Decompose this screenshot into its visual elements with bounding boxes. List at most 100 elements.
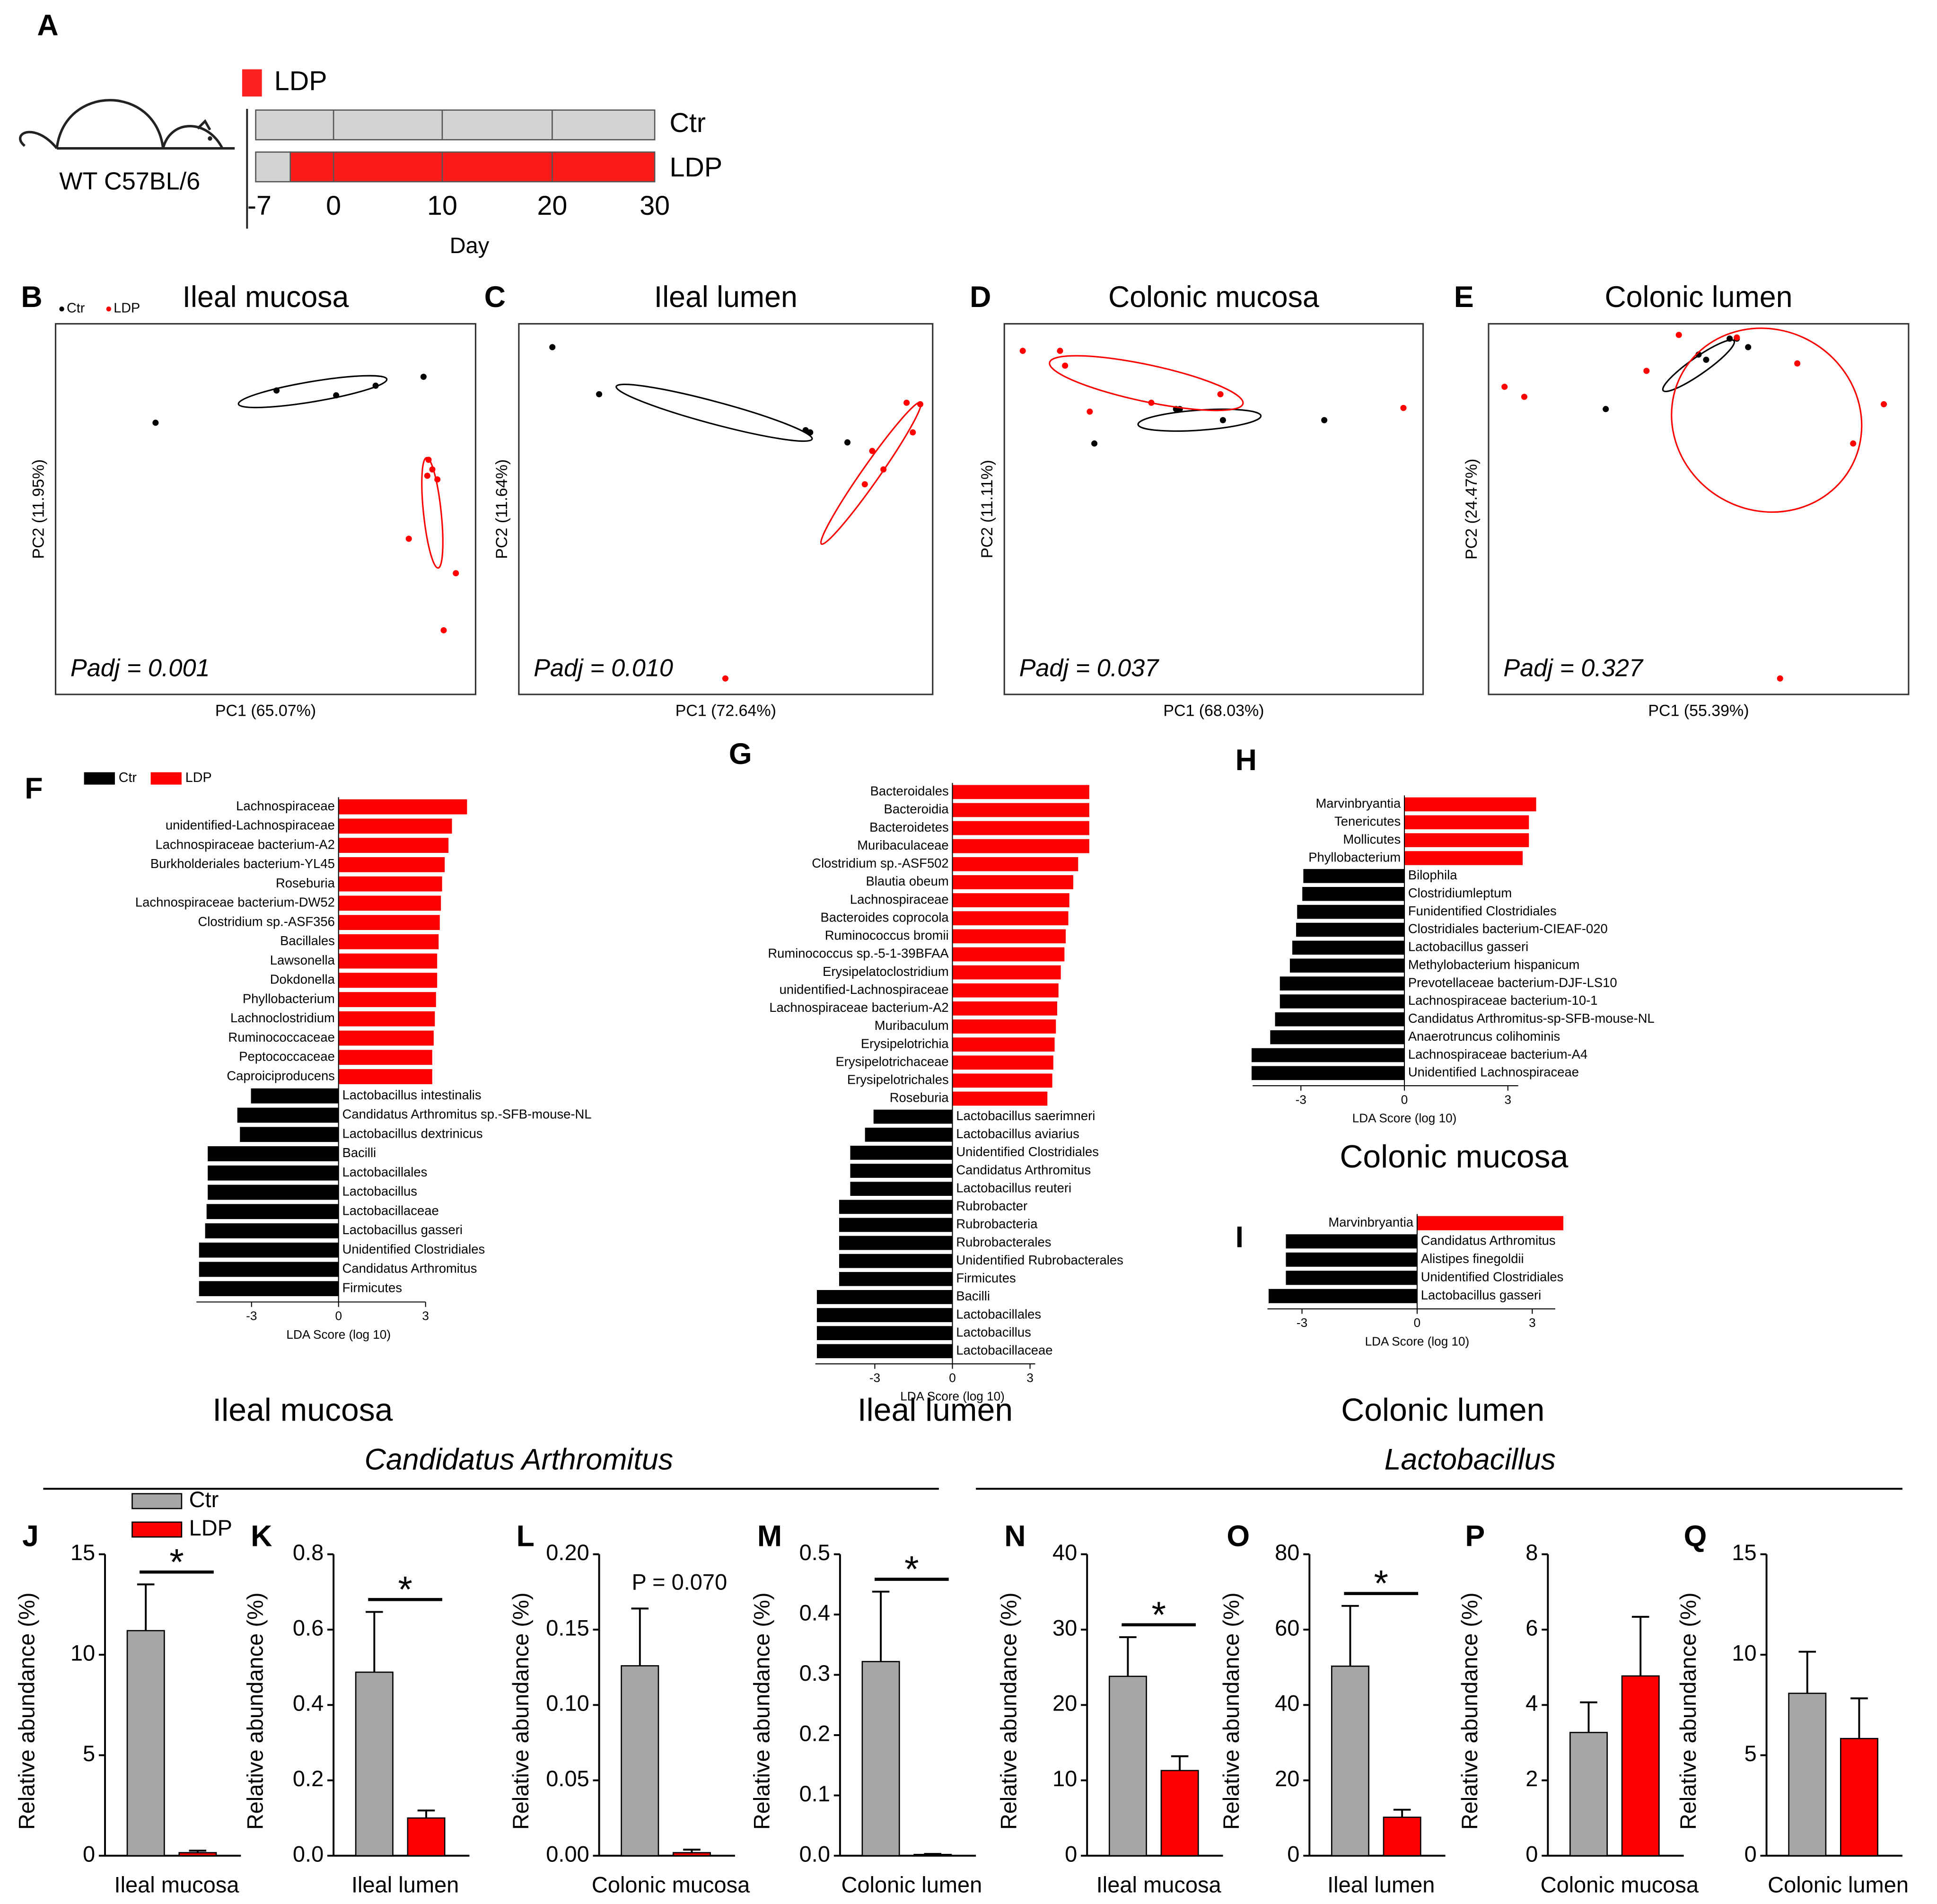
point [880, 466, 887, 473]
point [861, 481, 868, 488]
bar-label: Funidentified Clostridiales [1408, 904, 1557, 918]
legend-label: LDP [274, 66, 327, 96]
bar-label: Lactobacillus gasseri [342, 1222, 463, 1237]
y-tick-label: 10 [70, 1640, 95, 1665]
y-axis-label: Relative abundance (%) [1675, 1593, 1700, 1830]
y-tick-label: 0.0 [293, 1841, 324, 1866]
x-tick-label: -3 [1296, 1092, 1306, 1106]
chart-title: Colonic lumen [1604, 281, 1792, 314]
point [1087, 408, 1093, 415]
panel-letter: M [757, 1519, 782, 1553]
point [425, 456, 432, 463]
point [549, 344, 556, 351]
bar-label: Rubrobacterales [956, 1235, 1051, 1249]
bar [952, 875, 1073, 889]
bar [952, 965, 1061, 980]
y-axis-label: PC2 (11.95%) [30, 459, 48, 559]
legend-label: LDP [185, 770, 212, 785]
timeline-divider [333, 110, 553, 182]
y-tick-label: 0 [1287, 1841, 1299, 1866]
legend-marker [106, 306, 112, 312]
y-tick-label: 0 [83, 1841, 95, 1866]
x-tick-label: 0 [949, 1370, 956, 1385]
panel-letter: K [251, 1519, 272, 1553]
y-tick-label: 0.20 [546, 1540, 589, 1565]
bar [952, 821, 1089, 835]
bar [839, 1254, 953, 1268]
tick-label: -7 [247, 191, 272, 221]
plot-frame [1488, 323, 1910, 695]
y-tick-label: 0.8 [293, 1540, 324, 1565]
legend-label: Ctr [67, 301, 85, 316]
bar [952, 1019, 1056, 1034]
point [1703, 356, 1709, 363]
bar-label: Tenericutes [1334, 814, 1401, 829]
axis-label: Day [450, 233, 490, 258]
point [333, 392, 340, 399]
bar [952, 1001, 1058, 1016]
bar-label: Unidentified Clostridiales [342, 1242, 485, 1256]
bar-label: Lactobacillus aviarius [956, 1126, 1079, 1141]
confidence-ellipse [615, 383, 813, 442]
y-tick-label: 20 [1275, 1766, 1299, 1791]
bar-label: Candidatus Arthromitus [956, 1162, 1091, 1177]
plot-frame [54, 323, 477, 695]
bar-label: Burkholderiales bacterium-YL45 [150, 856, 335, 871]
panel-letter: A [37, 9, 58, 42]
y-tick-label: 0.05 [546, 1766, 589, 1791]
point [420, 374, 427, 380]
x-axis-label: Ileal lumen [351, 1872, 459, 1897]
chart-title: Colonic mucosa [1108, 281, 1319, 314]
bar [1383, 1816, 1421, 1857]
y-tick-label: 0.2 [293, 1766, 324, 1791]
point [917, 401, 924, 408]
bar-label: Clostridium sp.-ASF356 [198, 914, 335, 929]
bar-label: Dokdonella [270, 972, 335, 987]
bar [338, 992, 436, 1007]
legend-swatch [242, 69, 262, 97]
bar [355, 1671, 394, 1857]
y-tick-label: 40 [1275, 1691, 1299, 1716]
tick-label: 10 [427, 191, 457, 221]
panel-letter: L [517, 1519, 535, 1553]
point [1321, 417, 1328, 423]
bar-label: Firmicutes [956, 1271, 1016, 1285]
bar-label: Lachnospiraceae bacterium-10-1 [1408, 993, 1598, 1008]
bar-label: Erysipelotrichales [847, 1072, 949, 1087]
point [440, 627, 447, 633]
y-tick-label: 0.1 [799, 1781, 830, 1806]
y-tick-label: 10 [1732, 1640, 1756, 1665]
bar [237, 1107, 339, 1123]
timeline-bar [255, 109, 656, 140]
y-tick-label: 0.5 [799, 1540, 830, 1565]
bar [1569, 1732, 1608, 1857]
x-axis-label: Colonic lumen [1768, 1872, 1909, 1897]
bar [338, 799, 467, 815]
annotation: Padj = 0.010 [534, 655, 673, 682]
y-tick-label: 40 [1052, 1540, 1077, 1565]
bar-label: Lactobacillus reuteri [956, 1180, 1071, 1195]
annotation: Padj = 0.037 [1019, 655, 1160, 682]
legend-swatch [150, 772, 182, 785]
bar [1280, 994, 1405, 1009]
bar-label: Bacillales [280, 933, 335, 948]
bar-label: Unidentified Clostridiales [956, 1144, 1099, 1159]
bar-label: Phyllobacterium [1308, 850, 1401, 864]
plot-frame [1003, 323, 1424, 695]
bar [1251, 1048, 1405, 1062]
y-tick-label: 80 [1275, 1540, 1299, 1565]
bar [1275, 1012, 1405, 1027]
chart-title: Colonic lumen [1341, 1392, 1544, 1428]
point [1219, 417, 1226, 423]
bar-label: Alistipes finegoldii [1421, 1251, 1524, 1266]
x-tick-label: -3 [869, 1370, 880, 1385]
bar-label: Phyllobacterium [243, 991, 335, 1006]
bar [1108, 1676, 1147, 1857]
timeline-bar [289, 151, 656, 183]
bar [873, 1109, 953, 1124]
x-axis-label: PC1 (68.03%) [1163, 702, 1264, 720]
bar [1297, 904, 1405, 919]
bar [338, 838, 449, 853]
bar-label: Caproiciproducens [227, 1068, 335, 1083]
y-tick-label: 15 [70, 1540, 95, 1565]
